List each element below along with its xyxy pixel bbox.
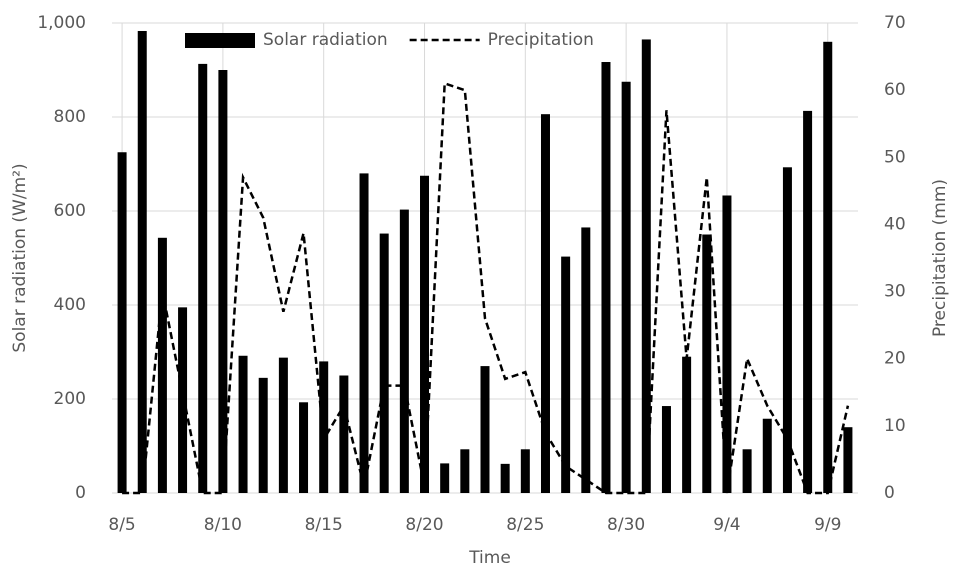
bar (601, 62, 611, 493)
bar (218, 70, 228, 493)
bar (299, 402, 309, 493)
y2-axis-title: Precipitation (mm) (930, 179, 950, 337)
bar (803, 110, 813, 493)
legend-swatch (185, 33, 255, 48)
bar (238, 355, 248, 493)
x-tick-label: 8/5 (108, 515, 135, 535)
x-tick-label: 8/10 (204, 515, 242, 535)
y-tick-label: 200 (54, 389, 86, 409)
y2-tick-label: 0 (884, 483, 895, 503)
bar (480, 366, 490, 493)
x-tick-label: 9/4 (713, 515, 740, 535)
x-tick-label: 8/30 (607, 515, 645, 535)
x-tick-label: 8/15 (305, 515, 343, 535)
y2-tick-label: 50 (884, 147, 906, 167)
bar (339, 375, 349, 493)
x-axis-title: Time (468, 548, 511, 568)
line (122, 81, 850, 495)
bar (258, 377, 268, 493)
bar (379, 233, 389, 493)
legend-label: Precipitation (488, 30, 594, 50)
bar (460, 449, 470, 493)
bar (137, 30, 147, 494)
bar (440, 463, 450, 493)
bar (641, 39, 651, 493)
bar (420, 175, 430, 493)
y2-tick-label: 30 (884, 282, 906, 302)
bar (500, 463, 510, 493)
bar (359, 173, 369, 493)
bar (157, 237, 167, 493)
y-tick-label: 600 (54, 201, 86, 221)
y-tick-label: 800 (54, 107, 86, 127)
x-tick-label: 8/20 (405, 515, 443, 535)
bar (178, 307, 188, 493)
bar (843, 427, 853, 493)
y-tick-label: 400 (54, 295, 86, 315)
bar (581, 227, 591, 493)
x-tick-label: 8/25 (506, 515, 544, 535)
x-tick-label: 9/9 (814, 515, 841, 535)
y-tick-label: 0 (75, 483, 86, 503)
bar (621, 81, 631, 493)
y2-tick-label: 10 (884, 416, 906, 436)
bar (782, 167, 792, 494)
y-tick-label: 1,000 (37, 13, 86, 33)
bar (722, 195, 732, 494)
bar (823, 41, 833, 494)
bar (117, 152, 127, 493)
bar (278, 357, 288, 493)
y2-tick-label: 20 (884, 349, 906, 369)
y2-tick-label: 40 (884, 214, 906, 234)
bar (399, 209, 409, 493)
bar (742, 449, 752, 493)
y2-tick-label: 60 (884, 80, 906, 100)
bar (762, 418, 772, 493)
bar (702, 234, 712, 493)
bar (198, 63, 208, 493)
y-axis-title: Solar radiation (W/m²) (10, 163, 30, 352)
bar (661, 406, 671, 493)
bar (561, 256, 571, 493)
bar (520, 449, 530, 493)
legend-label: Solar radiation (263, 30, 388, 50)
bar (540, 114, 550, 494)
y2-tick-label: 70 (884, 13, 906, 33)
bar (682, 356, 692, 493)
